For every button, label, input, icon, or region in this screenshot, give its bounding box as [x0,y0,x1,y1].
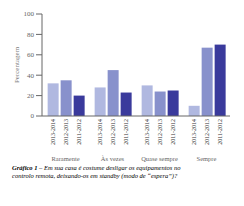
svg-text:20: 20 [27,92,35,100]
svg-text:2013-2014: 2013-2014 [144,119,150,145]
svg-text:Raramente: Raramente [51,155,79,162]
svg-text:Percentagem: Percentagem [13,46,21,83]
svg-text:60: 60 [27,51,35,59]
svg-text:2012-2013: 2012-2013 [204,119,210,145]
svg-text:100: 100 [24,10,35,18]
svg-text:2011-2012: 2011-2012 [76,119,82,145]
svg-text:80: 80 [27,31,35,39]
svg-text:Às vezes: Às vezes [101,155,125,162]
svg-text:2013-2014: 2013-2014 [50,119,56,145]
svg-text:2012-2013: 2012-2013 [157,119,163,145]
svg-text:Quase sempre: Quase sempre [141,155,178,162]
svg-text:Sempre: Sempre [197,155,217,162]
svg-text:0: 0 [31,112,35,120]
svg-text:2013-2014: 2013-2014 [191,119,197,145]
svg-text:2013-2014: 2013-2014 [97,119,103,145]
html-text:Gráfico 1 – Em sua casa é cost: Gráfico 1 – Em sua casa é costume deslig… [12,164,181,179]
svg-text:2011-2012: 2011-2012 [217,119,223,145]
svg-text:2012-2013: 2012-2013 [110,119,116,145]
svg-text:2012-2013: 2012-2013 [63,119,69,145]
svg-text:2011-2012: 2011-2012 [170,119,176,145]
svg-text:2011-2012: 2011-2012 [123,119,129,145]
svg-text:40: 40 [27,72,35,80]
